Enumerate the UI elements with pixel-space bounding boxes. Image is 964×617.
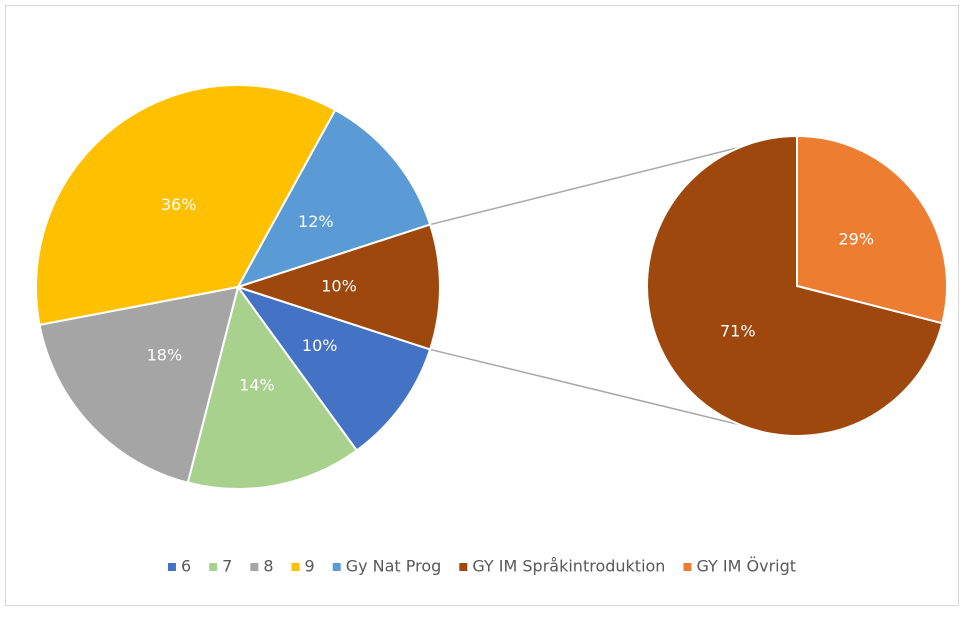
legend-label: 8 [263,557,273,576]
legend-marker [250,563,259,571]
pie-slice [646,134,944,437]
connector [429,146,741,226]
legend-marker [167,563,176,571]
data-label: 36% [161,195,197,214]
pie-slice [234,223,441,351]
legend-marker [683,563,692,571]
data-label: 18% [147,346,183,365]
legend-marker [209,563,218,571]
pie-slice [796,134,948,325]
connector [429,348,741,426]
data-label: 10% [321,277,357,296]
pie-slice [235,285,432,452]
data-label: 12% [298,212,334,231]
pie-slice [186,284,359,490]
data-label: 14% [239,376,275,395]
pie-slice [35,84,337,327]
data-label: 29% [838,230,874,249]
legend-label: 7 [222,557,232,576]
legend-label: 6 [181,557,191,576]
legend-marker [332,563,341,571]
legend-label: 9 [305,557,315,576]
legend-marker [459,563,468,571]
pie-slice [235,108,432,289]
legend-marker [291,563,300,571]
pie-slice [38,285,240,484]
legend: 6 7 8 9 Gy Nat Prog GY IM Språkintroduktion GY… [167,557,796,576]
legend-label: GY IM Språkintroduktion [472,557,665,576]
data-label: 71% [720,321,756,340]
legend-label: GY IM Övrigt [696,557,796,576]
legend-label: Gy Nat Prog [346,557,442,576]
data-label: 10% [302,336,338,355]
